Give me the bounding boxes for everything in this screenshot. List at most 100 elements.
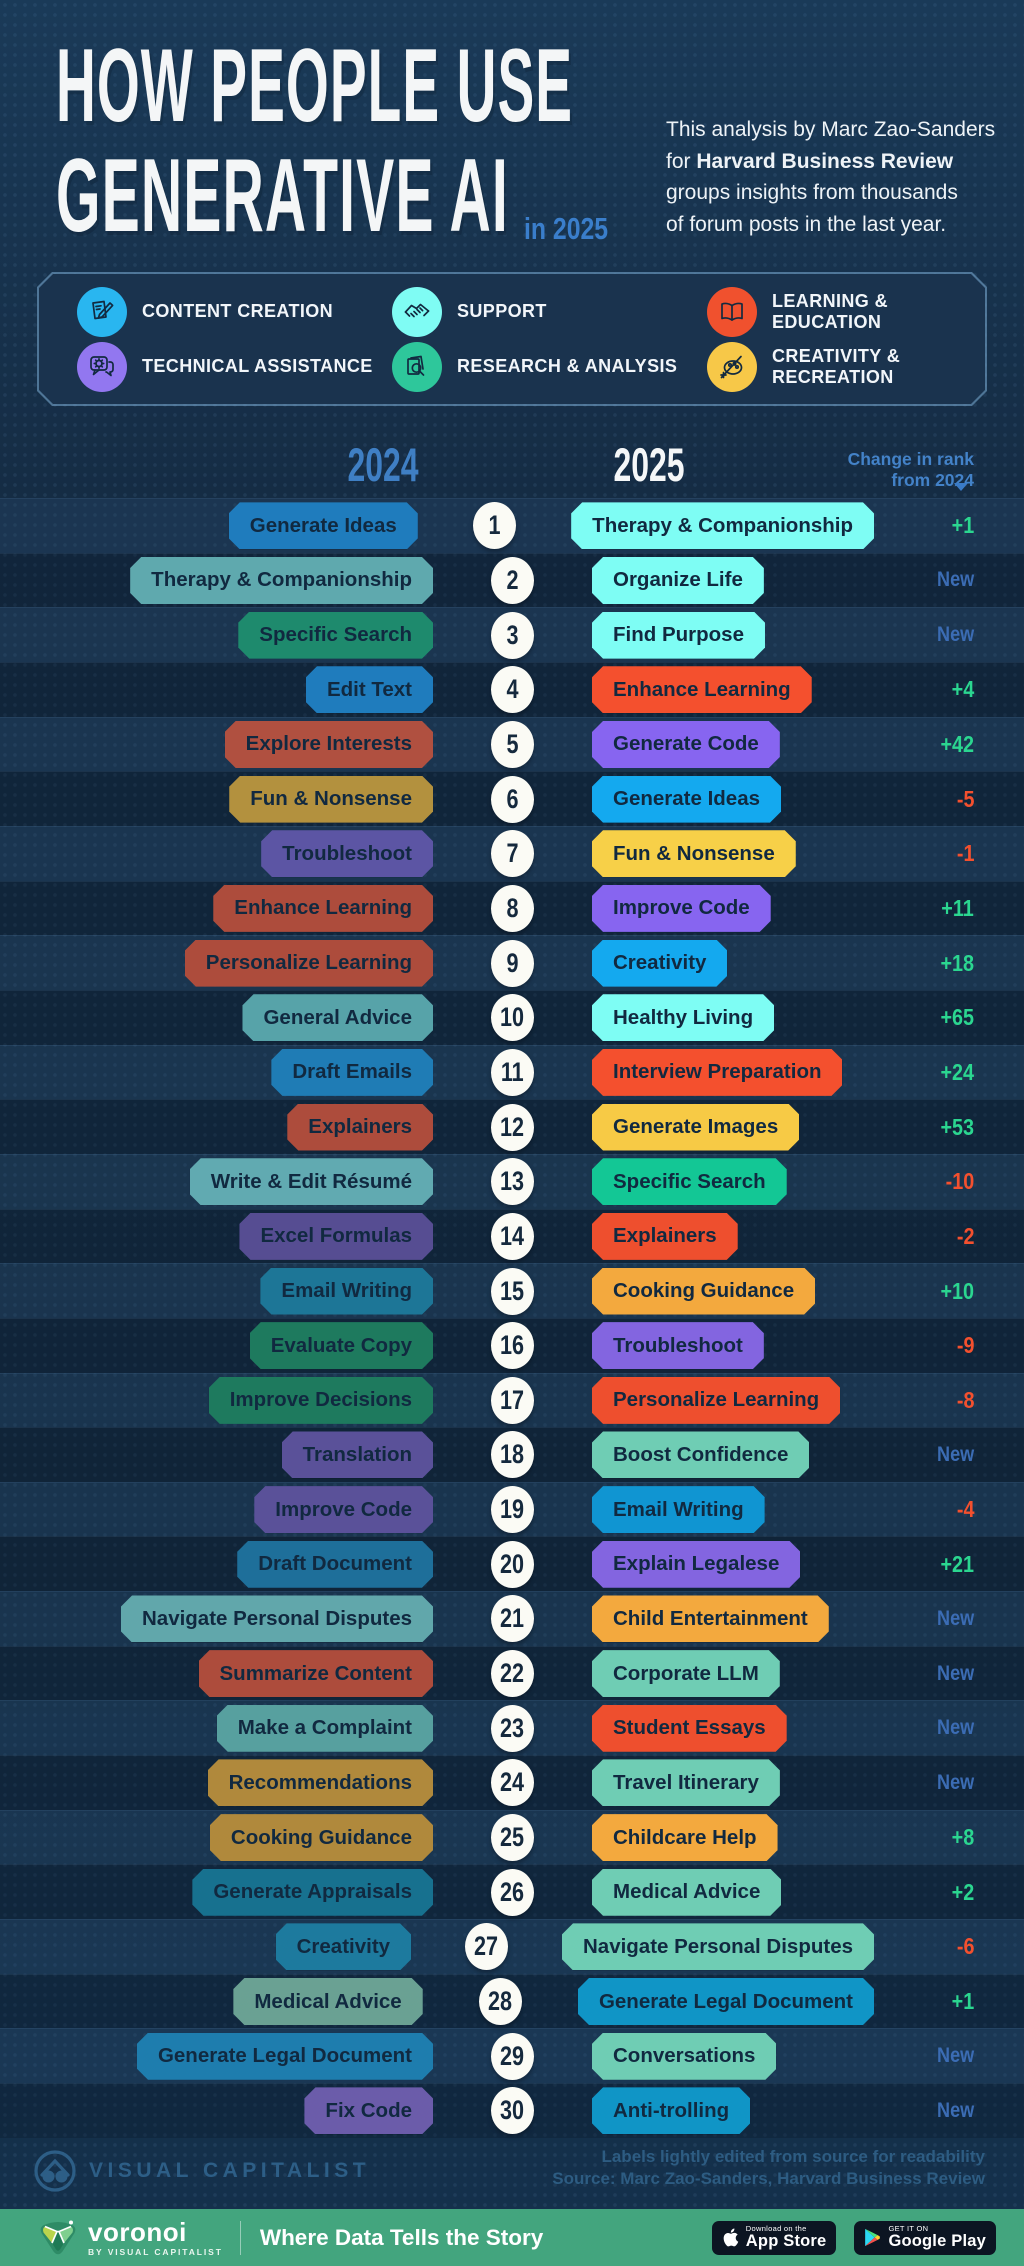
pill-2025-label: Child Entertainment [613,1606,808,1630]
pill-2024: General Advice [242,994,433,1041]
change-value: -4 [956,1496,974,1523]
pill-2025: Travel Itinerary [592,1759,780,1806]
pill-2024-label: Make a Complaint [237,1716,412,1740]
learning-education-icon [707,287,757,337]
table-row: Excel Formulas 14 Explainers -2 [0,1208,1024,1264]
pill-2024-label: Fun & Nonsense [250,787,412,811]
table-row: Therapy & Companionship 2 Organize Life … [0,552,1024,608]
table-row: Generate Appraisals 26 Medical Advice +2 [0,1864,1024,1920]
pill-2025: Specific Search [592,1158,787,1205]
rank-badge: 28 [478,1978,522,2026]
rank-number: 26 [500,1876,525,1907]
rank-number: 27 [474,1931,499,1962]
table-row: Creativity 27 Navigate Personal Disputes… [0,1919,1024,1974]
app-store-badge[interactable]: Download on the App Store [711,2220,837,2255]
legend-item-learning-education: LEARNING & EDUCATION [707,287,977,337]
pill-2025-label: Improve Code [613,896,750,920]
pill-2024: Explainers [287,1104,433,1151]
change-value: -10 [945,1168,974,1195]
pill-2024: Explore Interests [225,721,433,768]
pill-2025: Find Purpose [592,612,765,659]
legend-label: TECHNICAL ASSISTANCE [142,356,373,376]
change-value: New [936,2044,974,2068]
pill-2024: Excel Formulas [239,1213,433,1260]
pill-2024-label: Excel Formulas [260,1224,412,1248]
pill-2025-label: Generate Code [613,732,759,756]
table-row: Make a Complaint 23 Student Essays New [0,1700,1024,1756]
change-value: New [936,1770,974,1794]
change-value: +53 [940,1113,974,1140]
rank-number: 18 [500,1439,525,1470]
rank-number: 20 [500,1548,525,1579]
pill-2025-label: Corporate LLM [613,1661,759,1685]
legend-item-content-creation: CONTENT CREATION [77,287,392,337]
pill-2025-label: Healthy Living [613,1005,754,1029]
pill-2025: Creativity [592,940,727,987]
change-column-header: Change in rank from 2024 [848,449,974,512]
pill-2025-label: Travel Itinerary [613,1770,759,1794]
table-row: General Advice 10 Healthy Living +65 [0,989,1024,1045]
rank-badge: 5 [491,720,534,768]
rank-badge: 20 [491,1540,534,1588]
bottom-bar: voronoi BY VISUAL CAPITALIST Where Data … [0,2209,1024,2266]
page-title-suffix: in 2025 [524,211,609,246]
rank-badge: 22 [491,1650,534,1698]
pill-2024: Summarize Content [199,1650,434,1697]
byline-line1: This analysis by Marc Zao-Sanders [666,118,996,141]
pill-2025-label: Personalize Learning [613,1388,820,1412]
table-row: Generate Ideas 1 Therapy & Companionship… [0,498,1024,553]
legend: CONTENT CREATION SUPPORT LEARNING & EDUC… [37,272,987,406]
table-row: Cooking Guidance 25 Childcare Help +8 [0,1809,1024,1865]
legend-item-creativity-recreation: CREATIVITY & RECREATION [707,342,977,392]
rank-number: 3 [506,619,519,650]
pill-2025: Interview Preparation [592,1049,842,1096]
google-play-badge[interactable]: GET IT ON Google Play [854,2220,996,2255]
rank-badge: 27 [465,1923,509,1971]
pill-2024: Generate Ideas [229,502,418,549]
rank-number: 28 [488,1986,513,2017]
binoculars-icon [34,2150,76,2192]
rank-number: 11 [501,1056,524,1087]
change-value: +1 [951,512,974,539]
table-row: Medical Advice 28 Generate Legal Documen… [0,1973,1024,2029]
pill-2025-label: Childcare Help [613,1825,757,1849]
pill-2024-label: Draft Document [258,1552,412,1576]
column-header-2024: 2024 [347,438,419,491]
rank-badge: 19 [491,1486,534,1534]
byline-line3: groups insights from thousands [666,181,958,204]
pill-2024: Creativity [276,1923,411,1970]
voronoi-brand-sub: BY VISUAL CAPITALIST [88,2246,223,2257]
pill-2024-label: Cooking Guidance [230,1825,412,1849]
pill-2025: Generate Code [592,721,780,768]
pill-2025: Corporate LLM [592,1650,780,1697]
rank-badge: 18 [491,1431,534,1479]
pill-2024: Fix Code [304,2087,433,2134]
change-value: +18 [940,949,974,976]
pill-2024: Improve Decisions [209,1377,433,1424]
pill-2024: Write & Edit Résumé [190,1158,433,1205]
rank-number: 17 [500,1384,525,1415]
pill-2024-label: Translation [302,1442,412,1466]
pill-2025: Generate Images [592,1104,799,1151]
rank-number: 23 [500,1712,525,1743]
change-value: New [936,568,974,592]
table-row: Navigate Personal Disputes 21 Child Ente… [0,1591,1024,1646]
pill-2024-label: Edit Text [326,677,412,701]
pill-2025: Anti-trolling [592,2087,750,2134]
pill-2024: Specific Search [238,612,433,659]
pill-2025: Healthy Living [592,994,774,1041]
divider [239,2220,241,2255]
pill-2025: Navigate Personal Disputes [562,1923,874,1970]
table-row: Summarize Content 22 Corporate LLM New [0,1645,1024,1701]
rank-badge: 24 [491,1759,534,1807]
pill-2025: Student Essays [592,1705,787,1752]
pill-2025: Boost Confidence [592,1431,809,1478]
voronoi-brand-name: voronoi [88,2216,187,2247]
rank-badge: 1 [472,502,516,550]
table-row: Fun & Nonsense 6 Generate Ideas -5 [0,771,1024,826]
pill-2024: Personalize Learning [185,940,433,987]
pill-2024: Email Writing [260,1268,433,1315]
rank-badge: 16 [491,1322,534,1370]
pill-2025-label: Organize Life [613,568,743,592]
pill-2024: Translation [282,1431,433,1478]
